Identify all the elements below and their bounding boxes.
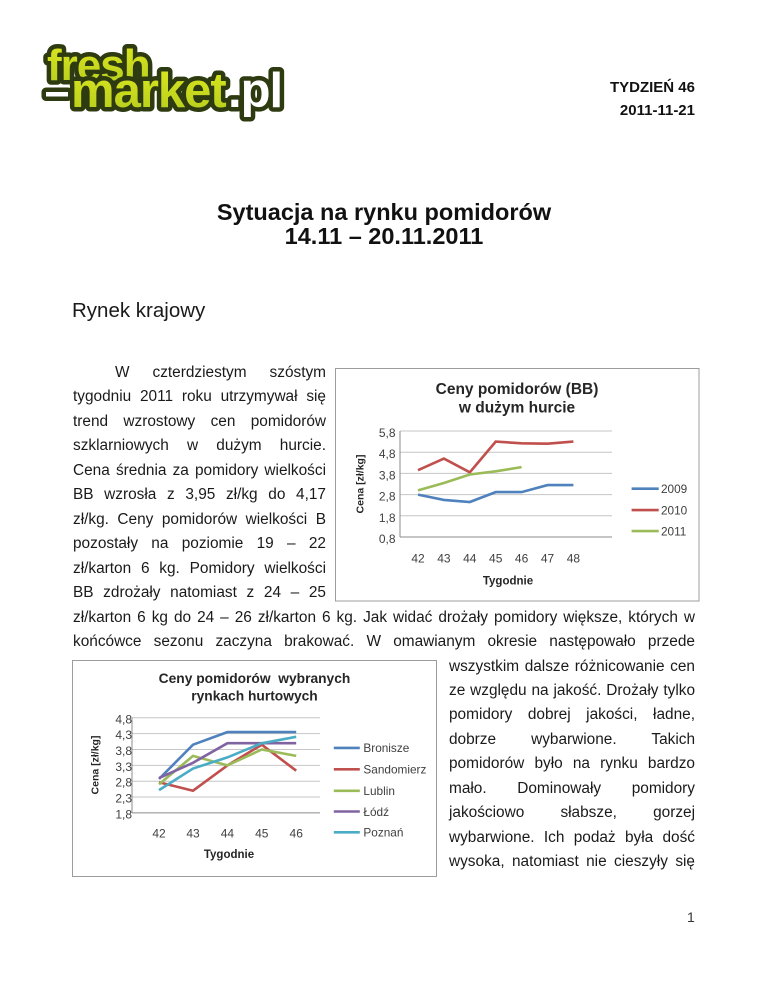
svg-text:0,8: 0,8 (379, 532, 396, 546)
svg-text:Cena [zł/kg]: Cena [zł/kg] (90, 736, 102, 795)
svg-text:46: 46 (290, 827, 304, 841)
svg-text:.pl: .pl (228, 64, 282, 118)
svg-text:43: 43 (186, 827, 200, 841)
svg-text:43: 43 (437, 552, 451, 566)
svg-text:Tygodnie: Tygodnie (483, 576, 533, 588)
svg-text:44: 44 (221, 827, 235, 841)
svg-text:44: 44 (463, 552, 477, 566)
svg-text:1,8: 1,8 (115, 807, 132, 821)
svg-text:3,8: 3,8 (379, 468, 396, 482)
svg-text:Łódź: Łódź (363, 805, 389, 819)
svg-text:45: 45 (489, 552, 503, 566)
svg-text:2010: 2010 (661, 503, 688, 517)
svg-text:4,8: 4,8 (379, 447, 396, 461)
svg-text:2,8: 2,8 (115, 776, 132, 790)
svg-text:3,8: 3,8 (115, 744, 132, 758)
svg-text:2,8: 2,8 (379, 490, 396, 504)
svg-text:42: 42 (152, 827, 166, 841)
svg-text:45: 45 (255, 827, 269, 841)
svg-text:4,8: 4,8 (115, 712, 132, 726)
svg-text:Ceny pomidorów wybranych: Ceny pomidorów wybranych (159, 671, 351, 686)
svg-text:rynkach hurtowych: rynkach hurtowych (191, 689, 318, 704)
svg-text:2011: 2011 (661, 524, 686, 538)
svg-text:42: 42 (411, 552, 425, 566)
svg-text:market: market (71, 64, 226, 118)
svg-text:fresh: fresh (47, 41, 150, 90)
svg-text:5,8: 5,8 (379, 426, 396, 440)
svg-text:Lublin: Lublin (363, 784, 395, 798)
svg-text:3,3: 3,3 (115, 760, 132, 774)
svg-text:w dużym hurcie: w dużym hurcie (458, 400, 576, 417)
svg-text:2009: 2009 (661, 482, 687, 496)
svg-text:47: 47 (541, 552, 555, 566)
svg-text:48: 48 (567, 552, 581, 566)
svg-text:Tygodnie: Tygodnie (204, 849, 254, 861)
svg-text:Cena [zł/kg]: Cena [zł/kg] (355, 455, 367, 514)
svg-text:2,3: 2,3 (115, 792, 132, 806)
svg-text:Poznań: Poznań (363, 826, 403, 840)
svg-text:1,8: 1,8 (379, 511, 396, 525)
svg-text:46: 46 (515, 552, 529, 566)
svg-text:4,3: 4,3 (115, 728, 132, 742)
svg-text:Bronisze: Bronisze (363, 741, 409, 755)
svg-text:Ceny pomidorów (BB): Ceny pomidorów (BB) (436, 381, 599, 398)
svg-text:Sandomierz: Sandomierz (363, 763, 426, 777)
